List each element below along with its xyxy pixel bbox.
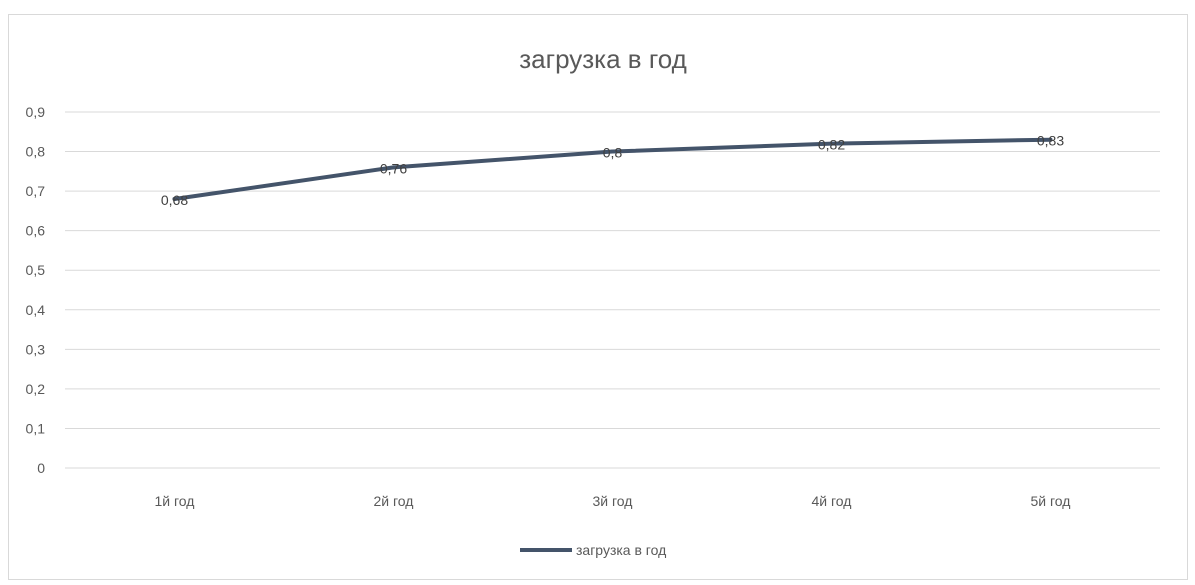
y-tick-label: 0,9: [26, 104, 46, 120]
data-point: [172, 197, 177, 202]
y-tick-label: 0,8: [26, 144, 46, 160]
y-tick-label: 0,1: [26, 420, 46, 436]
x-tick-label: 2й год: [374, 493, 414, 509]
x-tick-label: 1й год: [155, 493, 195, 509]
x-tick-label: 3й год: [593, 493, 633, 509]
x-tick-label: 4й год: [812, 493, 852, 509]
data-point: [610, 149, 615, 154]
data-label: 0,82: [818, 137, 845, 153]
data-point: [1048, 137, 1053, 142]
data-label: 0,68: [161, 192, 188, 208]
gridlines: [65, 111, 1160, 469]
y-tick-label: 0: [37, 460, 45, 476]
y-tick-label: 0,6: [26, 223, 46, 239]
y-tick-label: 0,5: [26, 262, 46, 278]
chart-title: загрузка в год: [519, 44, 687, 74]
data-point: [391, 165, 396, 170]
data-label: 0,8: [603, 145, 623, 161]
x-tick-label: 5й год: [1031, 493, 1071, 509]
y-tick-label: 0,3: [26, 341, 46, 357]
series-layer: 0,68 0,76 0,8 0,82 0,83: [161, 133, 1064, 208]
data-point: [829, 141, 834, 146]
y-tick-label: 0,7: [26, 183, 46, 199]
chart-area: [8, 14, 1188, 580]
legend: загрузка в год: [520, 542, 666, 558]
y-tick-label: 0,2: [26, 381, 46, 397]
y-tick-label: 0,4: [26, 302, 46, 318]
x-axis: 1й год 2й год 3й год 4й год 5й год: [155, 493, 1071, 509]
data-label: 0,83: [1037, 133, 1064, 149]
data-label: 0,76: [380, 160, 407, 176]
y-axis: 0 0,1 0,2 0,3 0,4 0,5 0,6 0,7 0,8 0,9: [26, 104, 46, 476]
legend-label: загрузка в год: [576, 542, 666, 558]
